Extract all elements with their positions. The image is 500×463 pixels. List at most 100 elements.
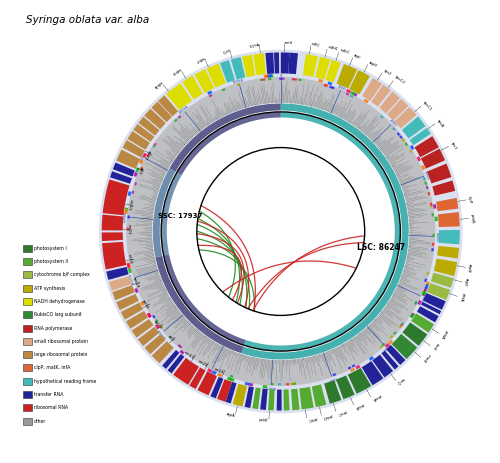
Polygon shape <box>128 268 132 273</box>
Text: ndhH: ndhH <box>170 67 181 75</box>
Polygon shape <box>430 202 432 206</box>
Polygon shape <box>348 366 352 369</box>
Polygon shape <box>178 345 182 349</box>
Polygon shape <box>139 159 143 164</box>
Polygon shape <box>220 60 235 83</box>
Polygon shape <box>244 386 254 408</box>
Polygon shape <box>244 382 250 386</box>
Polygon shape <box>416 156 421 162</box>
Text: 140kb: 140kb <box>178 104 190 115</box>
Polygon shape <box>392 334 417 359</box>
Text: 0: 0 <box>280 74 282 77</box>
Polygon shape <box>422 177 426 181</box>
Polygon shape <box>380 115 384 119</box>
Polygon shape <box>210 377 224 398</box>
Text: transfer RNA: transfer RNA <box>34 392 64 397</box>
Polygon shape <box>433 204 436 209</box>
Text: 60kb: 60kb <box>381 342 390 351</box>
Polygon shape <box>427 163 452 183</box>
Polygon shape <box>168 354 184 373</box>
Polygon shape <box>332 373 336 376</box>
Polygon shape <box>206 63 226 88</box>
Polygon shape <box>102 232 123 241</box>
Text: rps7: rps7 <box>449 141 456 151</box>
Polygon shape <box>417 306 438 322</box>
Polygon shape <box>362 361 384 385</box>
Polygon shape <box>393 332 396 335</box>
Polygon shape <box>226 382 236 403</box>
Text: rps19: rps19 <box>132 276 140 288</box>
Polygon shape <box>426 186 428 189</box>
Polygon shape <box>140 167 143 170</box>
Polygon shape <box>152 341 174 363</box>
Polygon shape <box>432 248 434 251</box>
Polygon shape <box>286 383 289 385</box>
Circle shape <box>197 148 364 315</box>
Polygon shape <box>156 256 244 353</box>
Polygon shape <box>155 319 158 323</box>
Polygon shape <box>421 302 441 314</box>
Polygon shape <box>298 79 302 81</box>
Text: ATP synthesis: ATP synthesis <box>34 286 65 291</box>
Polygon shape <box>369 356 374 361</box>
Polygon shape <box>316 57 330 80</box>
Polygon shape <box>436 198 458 211</box>
Polygon shape <box>402 138 405 142</box>
Text: ribosomal RNA: ribosomal RNA <box>34 405 68 410</box>
Polygon shape <box>392 127 396 131</box>
Polygon shape <box>170 104 281 172</box>
Polygon shape <box>116 150 140 169</box>
Polygon shape <box>102 214 124 231</box>
Polygon shape <box>138 327 160 346</box>
Text: SSC: 17937: SSC: 17937 <box>158 213 202 219</box>
Polygon shape <box>331 86 334 89</box>
Text: RNA polymerase: RNA polymerase <box>34 325 72 331</box>
Polygon shape <box>414 301 418 305</box>
Polygon shape <box>410 145 414 150</box>
Polygon shape <box>155 324 160 329</box>
Polygon shape <box>262 78 266 81</box>
Polygon shape <box>432 213 434 217</box>
Polygon shape <box>388 340 393 345</box>
Polygon shape <box>422 291 426 296</box>
Bar <box>24 338 32 345</box>
Polygon shape <box>423 293 446 310</box>
Polygon shape <box>279 78 282 80</box>
Polygon shape <box>230 375 234 378</box>
Polygon shape <box>194 69 214 93</box>
Bar <box>24 325 32 332</box>
Polygon shape <box>208 368 212 373</box>
Polygon shape <box>233 384 247 407</box>
Text: other: other <box>34 419 46 424</box>
Text: atpI: atpI <box>353 54 362 60</box>
Polygon shape <box>414 301 418 305</box>
Polygon shape <box>222 88 226 91</box>
Polygon shape <box>430 204 432 207</box>
Bar <box>24 258 32 265</box>
Polygon shape <box>106 267 128 280</box>
Text: atpH: atpH <box>368 60 378 68</box>
Polygon shape <box>428 192 430 195</box>
Polygon shape <box>299 387 314 409</box>
Polygon shape <box>132 319 154 338</box>
Polygon shape <box>396 132 400 136</box>
Polygon shape <box>434 217 438 221</box>
Polygon shape <box>328 81 332 86</box>
Polygon shape <box>324 84 327 87</box>
Polygon shape <box>382 350 398 369</box>
Polygon shape <box>265 75 270 78</box>
Polygon shape <box>144 109 166 129</box>
Polygon shape <box>178 115 182 119</box>
Text: rpl23: rpl23 <box>153 319 162 330</box>
Text: IRB: 25732: IRB: 25732 <box>212 131 248 156</box>
Text: photosystem II: photosystem II <box>34 259 68 264</box>
Text: 130kb: 130kb <box>139 151 148 164</box>
Polygon shape <box>166 83 192 110</box>
Polygon shape <box>244 112 400 351</box>
Text: atpA: atpA <box>226 412 235 418</box>
Polygon shape <box>274 52 279 74</box>
Text: ndhJ: ndhJ <box>311 43 320 48</box>
Text: RubisCO larg subunit: RubisCO larg subunit <box>34 312 82 317</box>
Polygon shape <box>162 173 182 256</box>
Polygon shape <box>127 264 130 269</box>
